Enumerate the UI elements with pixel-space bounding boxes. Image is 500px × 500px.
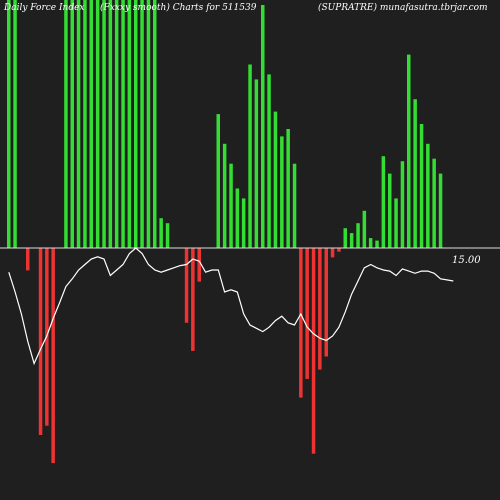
smoothed-line (8, 247, 454, 366)
histogram-bar (241, 198, 246, 248)
histogram-bar (254, 79, 259, 249)
histogram-bar (305, 248, 309, 379)
histogram-bar (222, 143, 227, 248)
histogram-bar (89, 0, 93, 248)
histogram-bar (280, 136, 284, 248)
histogram-bar (426, 143, 430, 248)
histogram-bar (140, 0, 144, 248)
histogram-bar (337, 248, 341, 252)
histogram-bar (400, 161, 405, 248)
histogram-bar (184, 248, 189, 323)
histogram-bar (330, 248, 335, 258)
histogram-bar (229, 163, 233, 248)
histogram-bar (191, 248, 195, 351)
histogram-bar (343, 228, 347, 248)
histogram-bar (26, 248, 30, 271)
histogram-bar (235, 188, 240, 248)
histogram-bar (121, 0, 125, 248)
histogram-bar (64, 0, 68, 248)
histogram-bar (261, 5, 265, 248)
histogram-bar (153, 0, 157, 248)
histogram-bar (388, 173, 392, 248)
histogram-bar (394, 198, 398, 248)
histogram-bar (76, 0, 81, 248)
histogram-bars (7, 0, 443, 464)
histogram-bar (432, 158, 436, 248)
histogram-bar (324, 248, 328, 357)
histogram-bar (299, 248, 303, 398)
histogram-bar (286, 129, 290, 248)
zero-value-label: 15.00 (452, 255, 481, 266)
histogram-bar (292, 163, 297, 248)
histogram-bar (51, 248, 55, 464)
histogram-bar (127, 0, 132, 248)
histogram-bar (95, 0, 100, 248)
histogram-bar (413, 99, 417, 248)
histogram-bar (102, 0, 106, 248)
histogram-bar (267, 74, 271, 249)
histogram-bar (216, 114, 220, 248)
histogram-bar (362, 210, 367, 248)
histogram-bar (248, 64, 252, 248)
histogram-bar (165, 223, 170, 248)
histogram-bar (83, 0, 87, 248)
histogram-bar (13, 0, 17, 248)
chart-title-left: Daily Force Index (4, 3, 85, 13)
histogram-bar (419, 124, 424, 248)
histogram-bar (368, 238, 373, 248)
histogram-bar (108, 0, 113, 248)
histogram-bar (70, 0, 74, 248)
histogram-bar (134, 0, 138, 248)
histogram-bar (407, 54, 411, 248)
histogram-bar (311, 248, 316, 454)
histogram-bar (349, 233, 354, 248)
histogram-bar (146, 0, 151, 248)
histogram-bar (273, 111, 278, 248)
histogram-bar (197, 248, 201, 282)
histogram-bar (375, 240, 379, 248)
histogram-bar (38, 248, 43, 435)
histogram-bar (114, 0, 119, 248)
histogram-bar (438, 173, 443, 248)
histogram-bar (7, 0, 11, 248)
histogram-bar (159, 218, 163, 248)
chart-title-middle: (Fxxxy smooth) Charts for 511539 (100, 3, 257, 13)
histogram-bar (318, 248, 322, 370)
histogram-bar (381, 156, 386, 248)
histogram-bar (356, 223, 360, 248)
chart-title-right: (SUPRATRE) munafasutra.tbrjar.com (318, 3, 488, 13)
